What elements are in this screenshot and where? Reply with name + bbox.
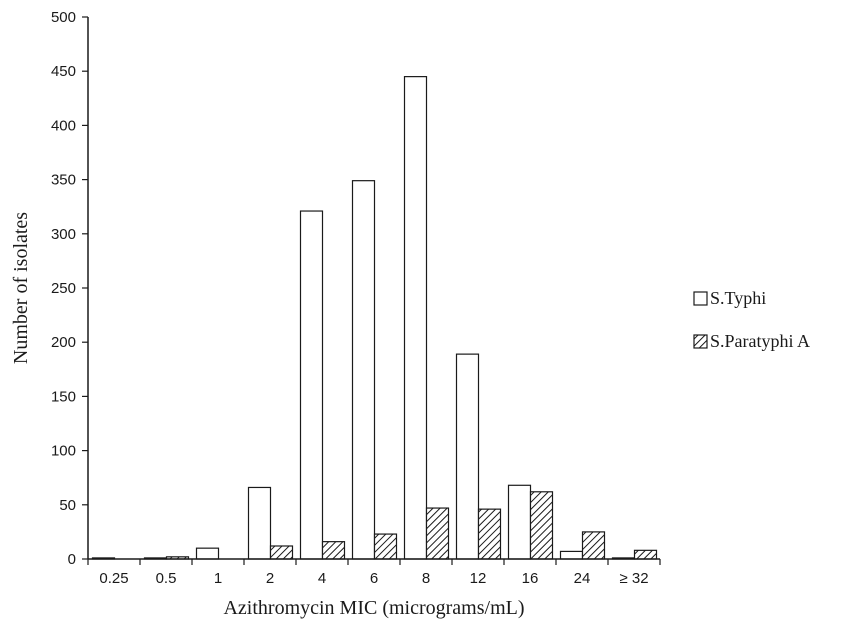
y-tick-label: 150: [51, 388, 76, 405]
y-tick-label: 250: [51, 280, 76, 297]
legend-label: S.Paratyphi A: [710, 331, 810, 351]
y-axis-title: Number of isolates: [10, 212, 32, 364]
x-tick-label: 8: [422, 570, 430, 587]
bar-s-typhi: [403, 76, 428, 560]
bar-s-typhi: [351, 180, 376, 560]
bar-s-typhi: [507, 484, 532, 560]
y-tick-label: 200: [51, 334, 76, 351]
bar-s-paratyphi-a: [321, 541, 346, 560]
y-tick-label: 0: [68, 551, 76, 568]
legend-swatch: [693, 334, 708, 349]
bar-s-typhi: [455, 353, 480, 560]
y-tick-label: 100: [51, 443, 76, 460]
x-tick-label: 0.5: [156, 570, 177, 587]
bar-s-paratyphi-a: [477, 508, 502, 560]
x-axis-title: Azithromycin MIC (micrograms/mL): [223, 597, 524, 619]
bar-s-typhi: [247, 486, 272, 560]
legend-label: S.Typhi: [710, 288, 766, 308]
bar-s-typhi: [195, 547, 220, 560]
y-axis-ticks: 0 50 100 150 200 250 300 350 400 450 500: [51, 9, 88, 568]
x-axis-ticks: 0.25 0.5 1 2 4 6 8 12 16 24 ≥ 32: [87, 559, 661, 587]
bar-s-paratyphi-a: [529, 491, 554, 560]
legend: S.Typhi S.Paratyphi A: [693, 288, 810, 351]
x-tick-label: 2: [266, 570, 274, 587]
bar-s-paratyphi-a: [425, 507, 450, 560]
y-tick-label: 400: [51, 117, 76, 134]
bar-s-paratyphi-a: [373, 533, 398, 560]
y-tick-label: 450: [51, 63, 76, 80]
x-tick-label: ≥ 32: [619, 570, 648, 587]
bar-s-paratyphi-a: [633, 549, 658, 560]
x-tick-label: 1: [214, 570, 222, 587]
y-tick-label: 350: [51, 172, 76, 189]
bar-s-typhi: [299, 210, 324, 560]
x-tick-label: 12: [470, 570, 487, 587]
y-tick-label: 300: [51, 226, 76, 243]
bars: [91, 76, 658, 560]
bar-s-typhi: [559, 550, 584, 560]
x-tick-label: 6: [370, 570, 378, 587]
bar-s-paratyphi-a: [269, 545, 294, 560]
x-tick-label: 16: [522, 570, 539, 587]
y-tick-label: 50: [59, 497, 76, 514]
bar-s-paratyphi-a: [581, 531, 606, 560]
x-tick-label: 0.25: [99, 570, 128, 587]
x-tick-label: 24: [574, 570, 591, 587]
x-tick-label: 4: [318, 570, 326, 587]
legend-swatch: [693, 291, 708, 306]
y-tick-label: 500: [51, 9, 76, 26]
